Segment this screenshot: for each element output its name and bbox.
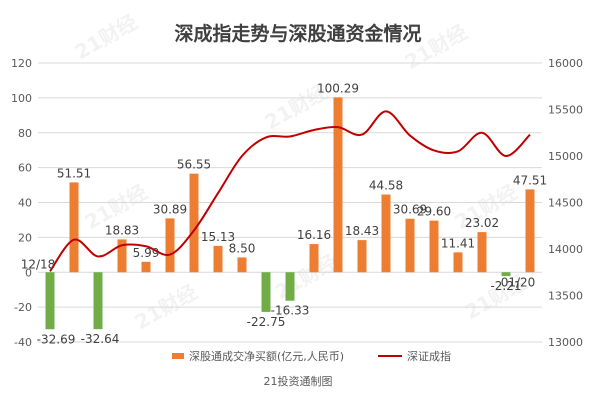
data-label: 16.16	[297, 228, 331, 242]
data-label: 23.02	[465, 216, 499, 230]
right-tick-label: 16000	[548, 57, 583, 70]
left-tick-label: 20	[18, 231, 32, 244]
bar	[261, 272, 271, 312]
left-tick-label: 80	[18, 127, 32, 140]
data-label: 56.55	[177, 158, 211, 172]
left-tick-label: -40	[14, 336, 32, 349]
right-tick-label: 13000	[548, 336, 583, 349]
right-axis-ticks: 13000 13500 14000 14500 15000 15500 16000	[548, 57, 583, 349]
bar	[141, 261, 151, 273]
data-label: -32.64	[81, 332, 120, 346]
left-tick-label: 120	[11, 57, 32, 70]
left-tick-label: 60	[18, 162, 32, 175]
data-label: 15.13	[201, 230, 235, 244]
data-label: -32.69	[37, 332, 76, 346]
right-tick-label: 14000	[548, 243, 583, 256]
bar	[477, 232, 487, 273]
left-axis-ticks: -40 -20 0 20 40 60 80 100 120	[11, 57, 32, 349]
bar	[453, 252, 463, 273]
data-label: 44.58	[369, 179, 403, 193]
data-label: 100.29	[317, 81, 359, 95]
left-tick-label: 40	[18, 197, 32, 210]
date-label: 12/18	[21, 257, 56, 271]
chart-title: 深成指走势与深股通资金情况	[174, 22, 421, 45]
source-note: 21投资通制图	[264, 374, 333, 388]
watermark-text: 21财经	[71, 10, 142, 65]
data-labels-layer: -32.69 51.51 -32.64 18.83 5.99 30.89 56.55 15.1…	[37, 81, 548, 346]
right-tick-label: 15000	[548, 150, 583, 163]
bar	[285, 272, 295, 301]
bar	[357, 240, 367, 273]
left-tick-label: 0	[25, 266, 32, 279]
index-line	[49, 110, 531, 272]
bar	[237, 257, 247, 273]
legend-bar-label: 深股通成交净买额(亿元,人民币)	[189, 349, 344, 363]
bar	[501, 272, 511, 277]
bar	[213, 245, 223, 273]
bar	[189, 173, 199, 273]
bars-layer	[45, 97, 535, 330]
bar	[309, 244, 319, 273]
data-label: 18.43	[345, 224, 379, 238]
right-tick-label: 13500	[548, 290, 583, 303]
data-label: 18.83	[105, 223, 139, 237]
data-label: 11.41	[441, 236, 475, 250]
data-label: 30.89	[153, 202, 187, 216]
right-tick-label: 15500	[548, 104, 583, 117]
data-label: -16.33	[271, 304, 310, 318]
bar	[69, 182, 79, 273]
date-labels-layer: 12/18 01/20	[21, 257, 536, 289]
legend: 深股通成交净买额(亿元,人民币) 深证成指	[172, 349, 451, 363]
bar	[117, 239, 127, 273]
data-label: 51.51	[57, 166, 91, 180]
date-label: 01/20	[501, 275, 536, 289]
bar	[381, 194, 391, 273]
bar	[165, 218, 175, 273]
bar	[93, 272, 103, 330]
data-label: 29.60	[417, 205, 451, 219]
data-label: -22.75	[247, 315, 286, 329]
bar	[525, 189, 535, 273]
bar	[405, 218, 415, 273]
data-label: 30.69	[393, 203, 427, 217]
left-tick-label: 100	[11, 92, 32, 105]
data-label: -2.21	[490, 279, 521, 293]
legend-bar-swatch	[172, 353, 184, 359]
bar	[429, 220, 439, 273]
watermark-text: 21财经	[271, 250, 342, 305]
data-label: 8.50	[229, 241, 256, 255]
bar	[333, 97, 343, 273]
line-layer	[49, 110, 531, 272]
legend-line-label: 深证成指	[407, 349, 451, 363]
right-tick-label: 14500	[548, 197, 583, 210]
left-tick-label: -20	[14, 301, 32, 314]
data-label: 5.99	[133, 246, 160, 260]
bar	[45, 272, 55, 330]
data-label: 47.51	[513, 173, 547, 187]
